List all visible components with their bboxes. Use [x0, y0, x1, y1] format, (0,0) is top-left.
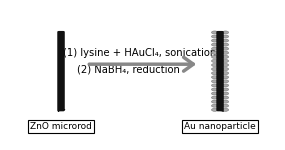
Ellipse shape — [211, 43, 218, 46]
Ellipse shape — [222, 104, 229, 107]
Ellipse shape — [222, 100, 229, 103]
Ellipse shape — [222, 76, 229, 79]
Ellipse shape — [211, 92, 218, 95]
Ellipse shape — [222, 68, 229, 70]
Ellipse shape — [211, 47, 218, 50]
Ellipse shape — [222, 84, 229, 87]
FancyBboxPatch shape — [216, 31, 224, 111]
Ellipse shape — [211, 84, 218, 87]
Ellipse shape — [211, 55, 218, 58]
Ellipse shape — [211, 39, 218, 42]
Ellipse shape — [222, 43, 229, 46]
Ellipse shape — [211, 35, 218, 38]
FancyBboxPatch shape — [57, 31, 65, 111]
Ellipse shape — [211, 88, 218, 91]
Ellipse shape — [211, 76, 218, 79]
Ellipse shape — [222, 39, 229, 42]
Ellipse shape — [222, 96, 229, 99]
Ellipse shape — [211, 96, 218, 99]
Ellipse shape — [211, 100, 218, 103]
Ellipse shape — [222, 51, 229, 54]
Ellipse shape — [222, 72, 229, 75]
Ellipse shape — [222, 31, 229, 34]
Ellipse shape — [222, 88, 229, 91]
Ellipse shape — [211, 51, 218, 54]
Ellipse shape — [222, 59, 229, 62]
Ellipse shape — [211, 31, 218, 34]
Ellipse shape — [222, 80, 229, 83]
Ellipse shape — [211, 64, 218, 66]
Text: (2) NaBH₄, reduction: (2) NaBH₄, reduction — [77, 65, 180, 75]
Text: (1) lysine + HAuCl₄, sonication: (1) lysine + HAuCl₄, sonication — [63, 48, 216, 58]
Ellipse shape — [222, 55, 229, 58]
Text: Au nanoparticle: Au nanoparticle — [184, 122, 256, 131]
Ellipse shape — [222, 35, 229, 38]
Ellipse shape — [222, 92, 229, 95]
FancyArrowPatch shape — [89, 57, 193, 71]
Ellipse shape — [211, 72, 218, 75]
Ellipse shape — [211, 104, 218, 107]
Ellipse shape — [222, 47, 229, 50]
Ellipse shape — [211, 59, 218, 62]
Text: ZnO microrod: ZnO microrod — [30, 122, 92, 131]
Ellipse shape — [211, 108, 218, 111]
Ellipse shape — [222, 108, 229, 111]
Ellipse shape — [211, 80, 218, 83]
Ellipse shape — [211, 68, 218, 70]
Ellipse shape — [222, 64, 229, 66]
